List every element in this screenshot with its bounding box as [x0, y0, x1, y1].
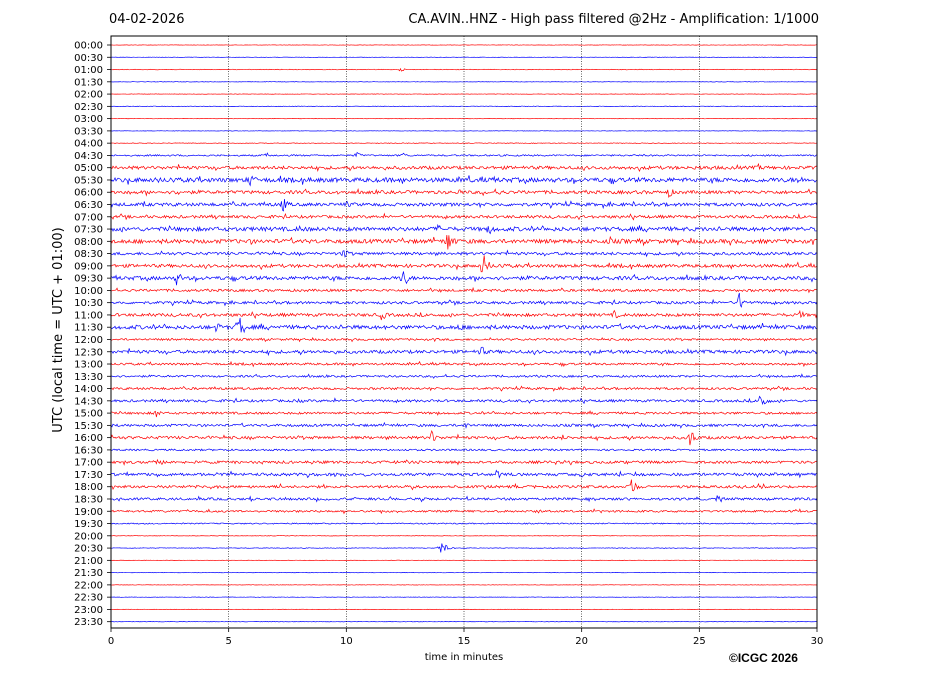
x-tick-label: 15	[458, 636, 471, 647]
y-tick-label: 16:30	[74, 445, 103, 456]
y-tick-label: 15:30	[74, 421, 103, 432]
y-tick-label: 10:30	[74, 298, 103, 309]
y-tick-label: 00:00	[74, 41, 103, 52]
trace-row-1130	[110, 317, 818, 334]
y-tick-label: 01:00	[74, 65, 103, 76]
trace-row-0400	[110, 142, 818, 144]
y-tick-label: 20:30	[74, 544, 103, 555]
y-tick-label: 11:00	[74, 310, 103, 321]
y-tick-label: 06:00	[74, 188, 103, 199]
y-tick-label: 21:00	[74, 556, 103, 567]
y-tick-label: 02:30	[74, 102, 103, 113]
y-tick-label: 00:30	[74, 53, 103, 64]
trace-row-0900	[110, 255, 818, 273]
trace-row-0430	[110, 151, 818, 158]
y-tick-label: 18:30	[74, 494, 103, 505]
y-tick-label: 04:30	[74, 151, 103, 162]
y-tick-label: 14:30	[74, 396, 103, 407]
y-tick-label: 08:00	[74, 237, 103, 248]
y-tick-label: 02:00	[74, 90, 103, 101]
y-tick-label: 16:00	[74, 433, 103, 444]
x-tick-label: 20	[575, 636, 588, 647]
y-tick-label: 11:30	[74, 323, 103, 334]
trace-row-1200	[110, 336, 818, 343]
y-tick-label: 14:00	[74, 384, 103, 395]
y-tick-label: 09:00	[74, 261, 103, 272]
y-tick-label: 15:00	[74, 409, 103, 420]
y-axis-label: UTC (local time = UTC + 01:00)	[51, 227, 66, 432]
chart-title: CA.AVIN..HNZ - High pass filtered @2Hz -…	[408, 12, 819, 27]
x-ticks-group: 0 5 10 15 20 25 30	[108, 628, 824, 647]
y-tick-label: 13:30	[74, 372, 103, 383]
y-tick-label: 07:30	[74, 225, 103, 236]
y-tick-label: 12:30	[74, 347, 103, 358]
x-tick-label: 30	[811, 636, 824, 647]
y-tick-label: 09:30	[74, 274, 103, 285]
y-tick-label: 19:30	[74, 519, 103, 530]
y-tick-label: 10:00	[74, 286, 103, 297]
trace-row-0800	[110, 234, 818, 250]
date-label: 04-02-2026	[109, 12, 185, 27]
y-tick-label: 03:30	[74, 126, 103, 137]
y-tick-label: 04:00	[74, 139, 103, 150]
y-tick-label: 01:30	[74, 77, 103, 88]
trace-row-1430	[110, 395, 818, 406]
trace-row-1030	[110, 292, 818, 308]
trace-row-0500	[110, 162, 818, 173]
y-tick-label: 21:30	[74, 568, 103, 579]
x-tick-label: 10	[340, 636, 353, 647]
x-tick-label: 5	[225, 636, 231, 647]
y-tick-label: 17:30	[74, 470, 103, 481]
y-tick-label: 06:30	[74, 200, 103, 211]
y-tick-label: 18:00	[74, 482, 103, 493]
x-tick-label: 0	[108, 636, 114, 647]
copyright-label: ©ICGC 2026	[729, 651, 798, 665]
y-tick-label: 22:30	[74, 593, 103, 604]
y-tick-label: 12:00	[74, 335, 103, 346]
x-axis-label: time in minutes	[425, 652, 504, 663]
y-tick-label: 22:00	[74, 580, 103, 591]
y-tick-label: 17:00	[74, 458, 103, 469]
y-tick-label: 20:00	[74, 531, 103, 542]
y-tick-label: 05:00	[74, 163, 103, 174]
y-tick-label: 05:30	[74, 175, 103, 186]
y-tick-label: 08:30	[74, 249, 103, 260]
y-tick-label: 23:30	[74, 617, 103, 628]
y-tick-label: 19:00	[74, 507, 103, 518]
trace-row-1600	[110, 429, 818, 446]
y-tick-label: 23:00	[74, 605, 103, 616]
x-tick-label: 25	[693, 636, 706, 647]
y-tick-label: 13:00	[74, 360, 103, 371]
y-tick-label: 07:00	[74, 212, 103, 223]
trace-row-0600	[110, 187, 818, 199]
trace-row-1400	[110, 385, 818, 392]
trace-row-2030	[110, 543, 818, 553]
grid-group	[228, 36, 700, 628]
y-tick-label: 03:00	[74, 114, 103, 125]
trace-row-1530	[110, 421, 818, 429]
